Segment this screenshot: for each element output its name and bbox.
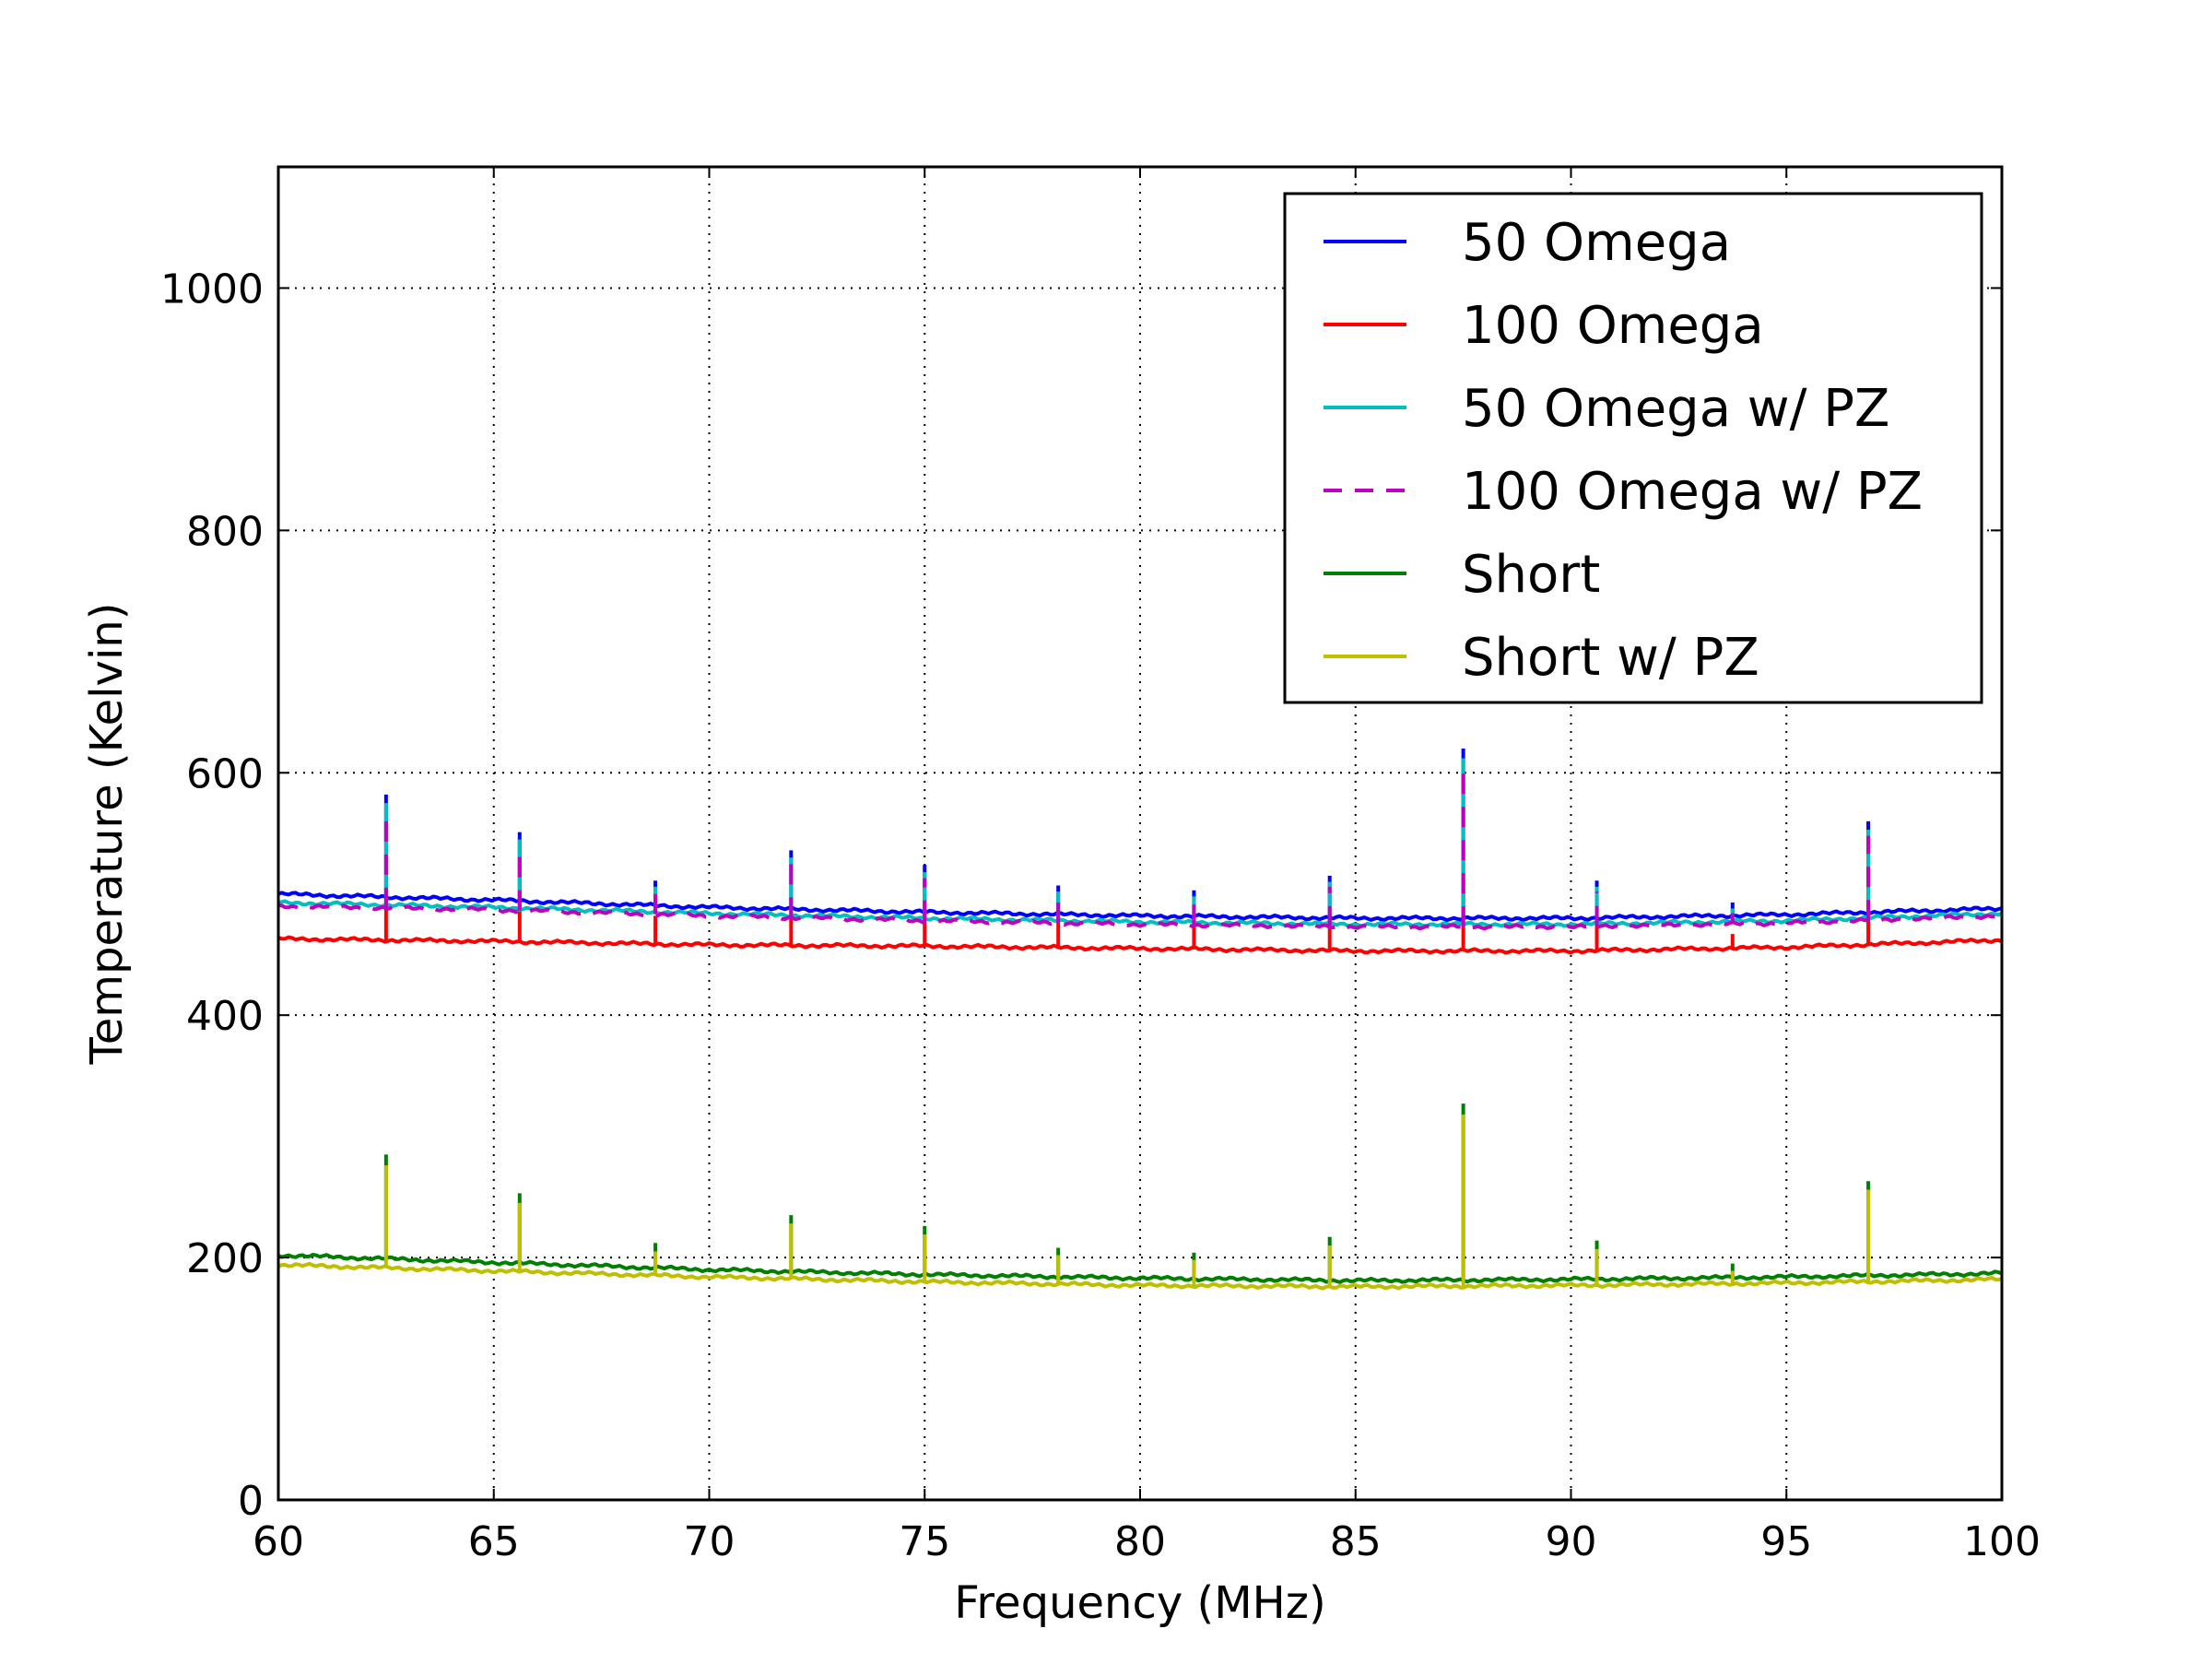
series-line-short xyxy=(277,1253,2003,1284)
x-tick-label: 100 xyxy=(1963,1518,2041,1565)
series-line-100-omega xyxy=(277,935,2003,955)
legend-label-short-w-pz: Short w/ PZ xyxy=(1462,628,1759,688)
x-tick-label: 60 xyxy=(253,1518,304,1565)
x-tick-label: 80 xyxy=(1114,1518,1166,1565)
legend-label-50-omega: 50 Omega xyxy=(1462,213,1731,273)
y-axis-label: Temperature (Kelvin) xyxy=(81,603,133,1066)
x-tick-label: 75 xyxy=(899,1518,950,1565)
series-line-50-omega-w-pz xyxy=(277,899,2003,928)
x-tick-label: 90 xyxy=(1546,1518,1597,1565)
y-tick-label: 0 xyxy=(238,1478,264,1525)
y-tick-label: 400 xyxy=(186,993,264,1040)
y-tick-label: 1000 xyxy=(160,266,264,313)
legend-label-100-omega-w-pz: 100 Omega w/ PZ xyxy=(1462,462,1923,522)
x-tick-label: 70 xyxy=(684,1518,735,1565)
legend-label-100-omega: 100 Omega xyxy=(1462,296,1764,356)
y-tick-label: 200 xyxy=(186,1235,264,1282)
series-line-50-omega xyxy=(277,891,2003,923)
legend-frame xyxy=(1283,192,1983,704)
legend-label-short: Short xyxy=(1462,545,1600,605)
y-tick-label: 600 xyxy=(186,750,264,797)
x-tick-label: 95 xyxy=(1760,1518,1812,1565)
series-line-100-omega-w-pz xyxy=(277,903,2003,931)
legend-label-50-omega-w-pz: 50 Omega w/ PZ xyxy=(1462,379,1889,439)
x-axis-label: Frequency (MHz) xyxy=(954,1577,1325,1629)
x-tick-label: 85 xyxy=(1330,1518,1382,1565)
series-lines xyxy=(277,748,2003,1291)
legend: 50 Omega 100 Omega 50 Omega w/ PZ 100 Omega… xyxy=(1283,192,1983,704)
x-tick-label: 65 xyxy=(468,1518,520,1565)
series-line-short-w-pz xyxy=(277,1261,2003,1291)
y-tick-label: 800 xyxy=(186,508,264,555)
